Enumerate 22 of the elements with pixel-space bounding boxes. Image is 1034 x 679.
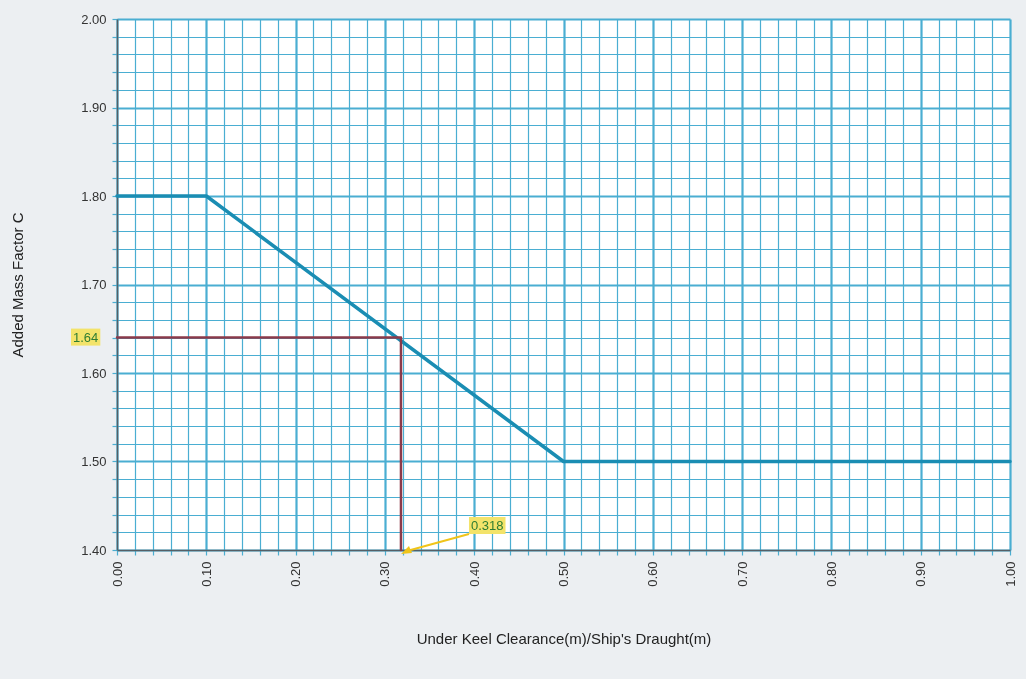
y-tick-label: 1.40 xyxy=(81,542,107,558)
x-tick-label: 0.30 xyxy=(377,561,393,587)
x-axis-title: Under Keel Clearance(m)/Ship's Draught(m) xyxy=(416,629,712,647)
y-tick-label: 1.60 xyxy=(81,365,107,381)
y-axis-title: Added Mass Factor C xyxy=(9,212,27,358)
x-tick-label: 0.90 xyxy=(913,561,929,587)
annotation: 0.318 xyxy=(470,518,504,533)
x-tick-label: 0.60 xyxy=(645,561,661,587)
x-tick-label: 0.80 xyxy=(823,561,839,587)
x-tick-label: 0.10 xyxy=(198,561,214,587)
y-tick-label: 1.70 xyxy=(81,277,107,292)
y-tick-label: 1.80 xyxy=(81,188,107,204)
x-tick-label: 0.20 xyxy=(288,561,304,587)
x-tick-label: 0.50 xyxy=(556,561,571,587)
x-tick-label: 1.00 xyxy=(1002,561,1018,587)
y-tick-label: 1.50 xyxy=(81,454,107,469)
x-tick-label: 0.00 xyxy=(109,561,125,587)
annotation: 1.64 xyxy=(73,329,99,345)
x-tick-label: 0.40 xyxy=(466,561,482,587)
x-tick-label: 0.70 xyxy=(734,561,750,587)
y-tick-label: 1.90 xyxy=(81,100,107,115)
y-tick-label: 2.00 xyxy=(81,11,107,27)
